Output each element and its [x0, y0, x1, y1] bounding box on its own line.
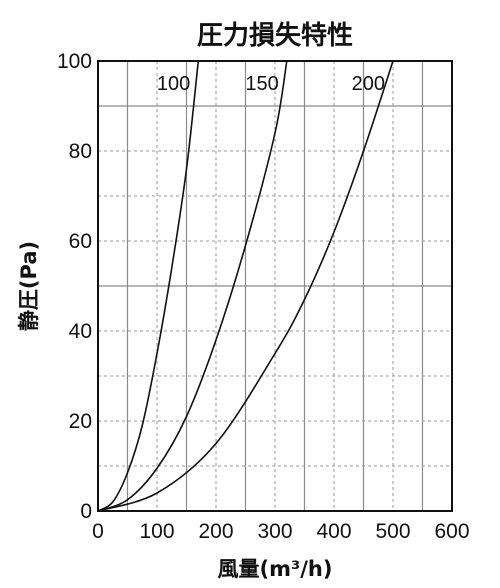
series-label-200: 200 — [352, 73, 385, 95]
x-tick-label: 600 — [434, 520, 469, 543]
curve-150 — [97, 60, 288, 512]
y-axis-label: 静圧(Pa) — [17, 241, 41, 331]
plot-frame — [97, 60, 453, 512]
series-label-100: 100 — [157, 73, 190, 95]
series-labels: 100 150 200 — [157, 73, 385, 95]
x-tick-label: 200 — [198, 520, 233, 543]
x-tick-label: 500 — [375, 520, 410, 543]
x-tick-label: 100 — [139, 520, 174, 543]
x-tick-label: 400 — [316, 520, 351, 543]
x-tick-label: 0 — [92, 520, 104, 543]
y-tick-label: 80 — [69, 140, 92, 163]
chart-title: 圧力損失特性 — [197, 20, 353, 51]
curve-200 — [97, 60, 394, 512]
y-tick-label: 20 — [69, 410, 92, 433]
x-tick-labels: 0 100 200 300 400 500 600 — [92, 520, 469, 543]
x-tick-label: 300 — [257, 520, 292, 543]
curve-100 — [97, 60, 200, 512]
y-tick-label: 100 — [57, 50, 92, 73]
curves — [97, 60, 394, 512]
y-tick-label: 60 — [69, 230, 92, 253]
y-tick-label: 0 — [80, 500, 92, 523]
y-tick-labels: 0 20 40 60 80 100 — [57, 50, 92, 523]
x-axis-label: 風量(m³/h) — [218, 557, 333, 581]
grid — [98, 61, 452, 511]
y-tick-label: 40 — [69, 320, 92, 343]
series-label-150: 150 — [245, 73, 278, 95]
